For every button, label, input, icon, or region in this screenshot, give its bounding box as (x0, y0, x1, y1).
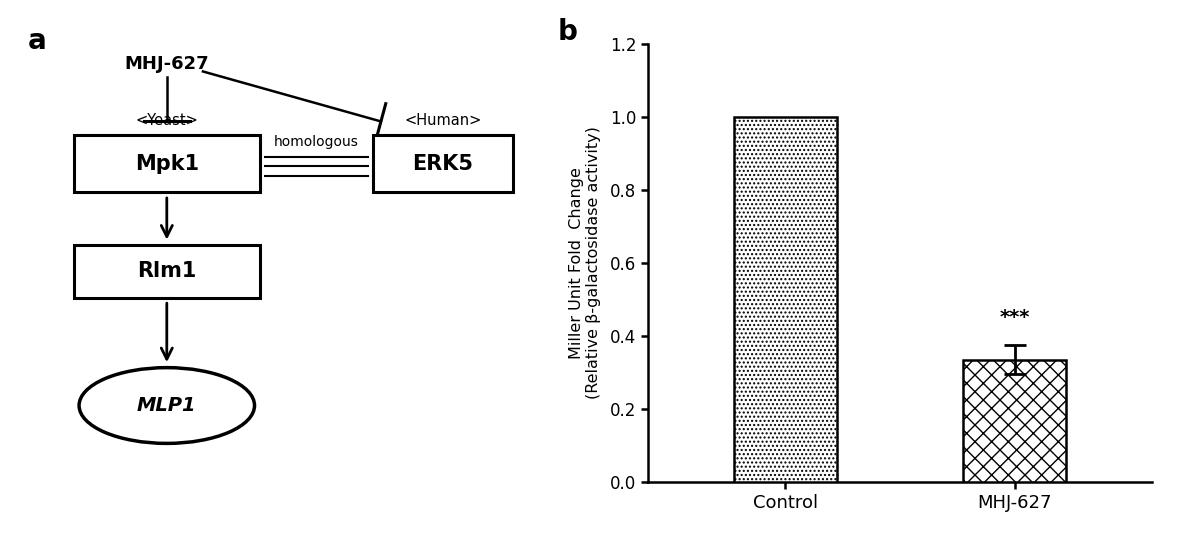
Text: a: a (28, 27, 47, 55)
Text: b: b (557, 18, 577, 45)
Text: ERK5: ERK5 (413, 153, 473, 174)
FancyBboxPatch shape (74, 245, 259, 298)
Text: homologous: homologous (274, 135, 359, 149)
Text: ***: *** (1000, 308, 1030, 327)
FancyBboxPatch shape (373, 135, 512, 192)
Text: Rlm1: Rlm1 (137, 261, 197, 281)
Bar (734, 117, 838, 482)
Bar (964, 360, 1066, 482)
Text: <Human>: <Human> (404, 113, 481, 128)
FancyBboxPatch shape (74, 135, 259, 192)
Text: MLP1: MLP1 (137, 396, 197, 415)
Text: MHJ-627: MHJ-627 (125, 55, 209, 72)
Text: Mpk1: Mpk1 (134, 153, 199, 174)
Y-axis label: Miller Unit Fold  Change
(Relative β-galactosidase activity): Miller Unit Fold Change (Relative β-gala… (569, 127, 601, 399)
Ellipse shape (79, 368, 254, 443)
Text: <Yeast>: <Yeast> (136, 113, 198, 128)
